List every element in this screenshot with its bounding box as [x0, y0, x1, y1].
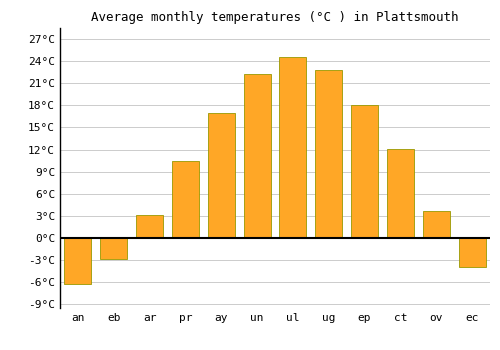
Bar	[100, 238, 127, 259]
Bar	[387, 149, 414, 238]
Bar	[208, 113, 234, 238]
Bar	[172, 161, 199, 238]
Bar	[351, 105, 378, 238]
Bar	[280, 57, 306, 238]
Bar	[244, 75, 270, 238]
Title: Average monthly temperatures (°C ) in Plattsmouth: Average monthly temperatures (°C ) in Pl…	[91, 11, 459, 24]
Bar	[136, 215, 163, 238]
Bar	[458, 238, 485, 267]
Bar	[64, 238, 92, 285]
Bar	[423, 211, 450, 238]
Bar	[316, 70, 342, 238]
